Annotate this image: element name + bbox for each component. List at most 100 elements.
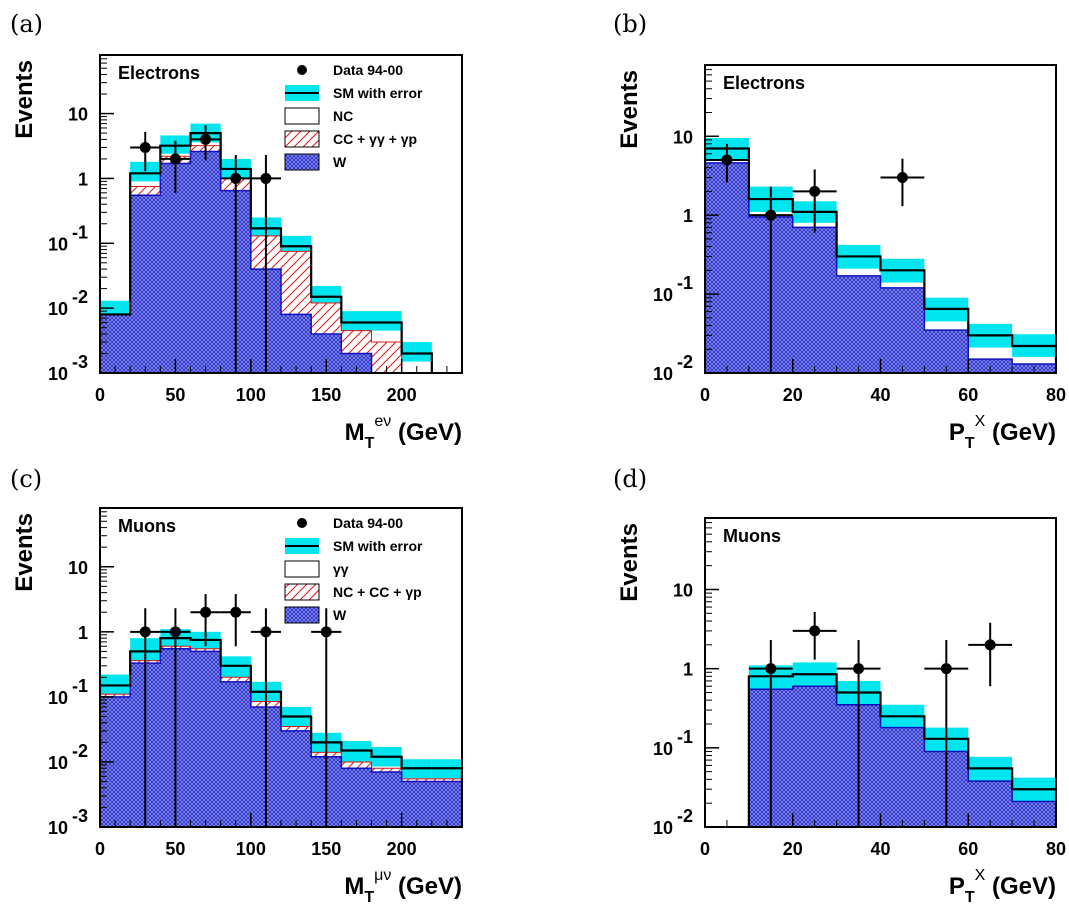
data-marker (260, 626, 272, 638)
data-marker (320, 626, 332, 638)
x-axis-title-unit: (GeV) (985, 419, 1056, 446)
legend-label: γγ (333, 561, 349, 577)
legend-entry: Data 94-00 (297, 515, 403, 531)
w-edge (100, 150, 432, 373)
x-axis-title-sup: eν (374, 413, 391, 430)
x-tick-label: 40 (870, 385, 890, 405)
data-marker (230, 172, 242, 184)
legend-entry: CC + γγ + γp (284, 130, 417, 148)
data-point (880, 158, 925, 207)
x-axis-title-main: P (949, 873, 965, 900)
data-marker (139, 141, 151, 153)
data-point (190, 125, 221, 161)
y-tick-exponent: -2 (72, 741, 88, 761)
x-axis-title-sub: T (965, 435, 975, 452)
data-point (250, 154, 281, 373)
data-point (220, 154, 251, 373)
data-point (130, 131, 161, 172)
data-marker (853, 663, 865, 675)
x-tick-label: 0 (700, 839, 710, 859)
histogram (747, 611, 1056, 827)
legend-w-swatch (284, 153, 320, 171)
panel-label: (b) (613, 10, 647, 38)
w-fill (748, 686, 1056, 827)
data-marker (896, 172, 908, 184)
data-point (705, 143, 749, 183)
legend-label: NC (333, 108, 353, 124)
x-tick-label: 20 (783, 385, 803, 405)
x-tick-label: 100 (236, 839, 266, 859)
y-tick-label: 10 (48, 818, 68, 838)
y-tick-label: 10 (68, 105, 88, 125)
box-label: Electrons (723, 73, 805, 93)
x-tick-label: 200 (387, 385, 417, 405)
y-tick-label: 10 (48, 753, 68, 773)
data-point (190, 594, 221, 647)
y-axis-title: Events (11, 60, 38, 139)
w-fill (705, 162, 1056, 373)
data-marker (809, 625, 821, 637)
data-marker (765, 209, 777, 221)
x-tick-label: 200 (387, 839, 417, 859)
y-axis-title: Events (616, 70, 643, 149)
legend-w-swatch (284, 606, 320, 624)
legend-label: CC + γγ + γp (333, 131, 417, 147)
error-band-bin (341, 311, 372, 331)
y-tick-label: 10 (673, 580, 693, 600)
data-point (968, 622, 1013, 687)
sm-total-line (100, 131, 433, 373)
legend-label: SM with error (333, 538, 423, 554)
x-tick-label: 0 (700, 385, 710, 405)
w-fill (100, 151, 432, 373)
y-tick-label: 10 (653, 364, 673, 384)
legend-hatch-swatch (284, 583, 320, 601)
x-tick-label: 60 (958, 839, 978, 859)
x-axis-title-sup: μν (374, 867, 391, 884)
x-axis-title-unit: (GeV) (985, 873, 1056, 900)
data-marker (721, 154, 733, 166)
data-marker (230, 606, 242, 618)
legend-label: SM with error (333, 85, 423, 101)
data-point (748, 640, 793, 827)
data-point (748, 186, 793, 373)
sm-total-line (100, 637, 462, 827)
y-tick-label: 10 (653, 285, 673, 305)
legend-label: W (333, 607, 347, 623)
data-point (792, 169, 837, 233)
y-tick-exponent: -2 (677, 352, 693, 372)
legend-entry: Data 94-00 (297, 62, 403, 78)
data-point (160, 608, 191, 827)
legend-entry: SM with error (285, 538, 423, 554)
w-fill (100, 648, 462, 827)
legend-data-marker (297, 518, 307, 528)
x-axis-title-unit: (GeV) (391, 419, 462, 446)
x-axis-title-main: M (345, 419, 365, 446)
panel-label: (d) (613, 465, 647, 493)
sm-total-line (747, 673, 1056, 827)
error-band-bin (401, 342, 432, 362)
box-label: Muons (118, 516, 176, 536)
legend-label: Data 94-00 (333, 62, 403, 78)
y-tick-label: 10 (48, 234, 68, 254)
data-point (924, 640, 969, 827)
x-tick-label: 100 (236, 385, 266, 405)
data-marker (200, 133, 212, 145)
y-tick-exponent: -2 (677, 806, 693, 826)
y-tick-label: 1 (78, 169, 88, 189)
legend-hatch-swatch (284, 130, 320, 148)
y-tick-label: 10 (68, 558, 88, 578)
x-tick-label: 80 (1046, 839, 1066, 859)
data-point (130, 608, 161, 827)
x-axis-title-sub: T (364, 889, 374, 905)
legend-white-swatch (284, 107, 320, 125)
legend-label: Data 94-00 (333, 515, 403, 531)
data-marker (765, 663, 777, 675)
y-tick-label: 1 (683, 660, 693, 680)
y-tick-label: 10 (48, 364, 68, 384)
data-marker (940, 663, 952, 675)
data-point (311, 608, 342, 827)
